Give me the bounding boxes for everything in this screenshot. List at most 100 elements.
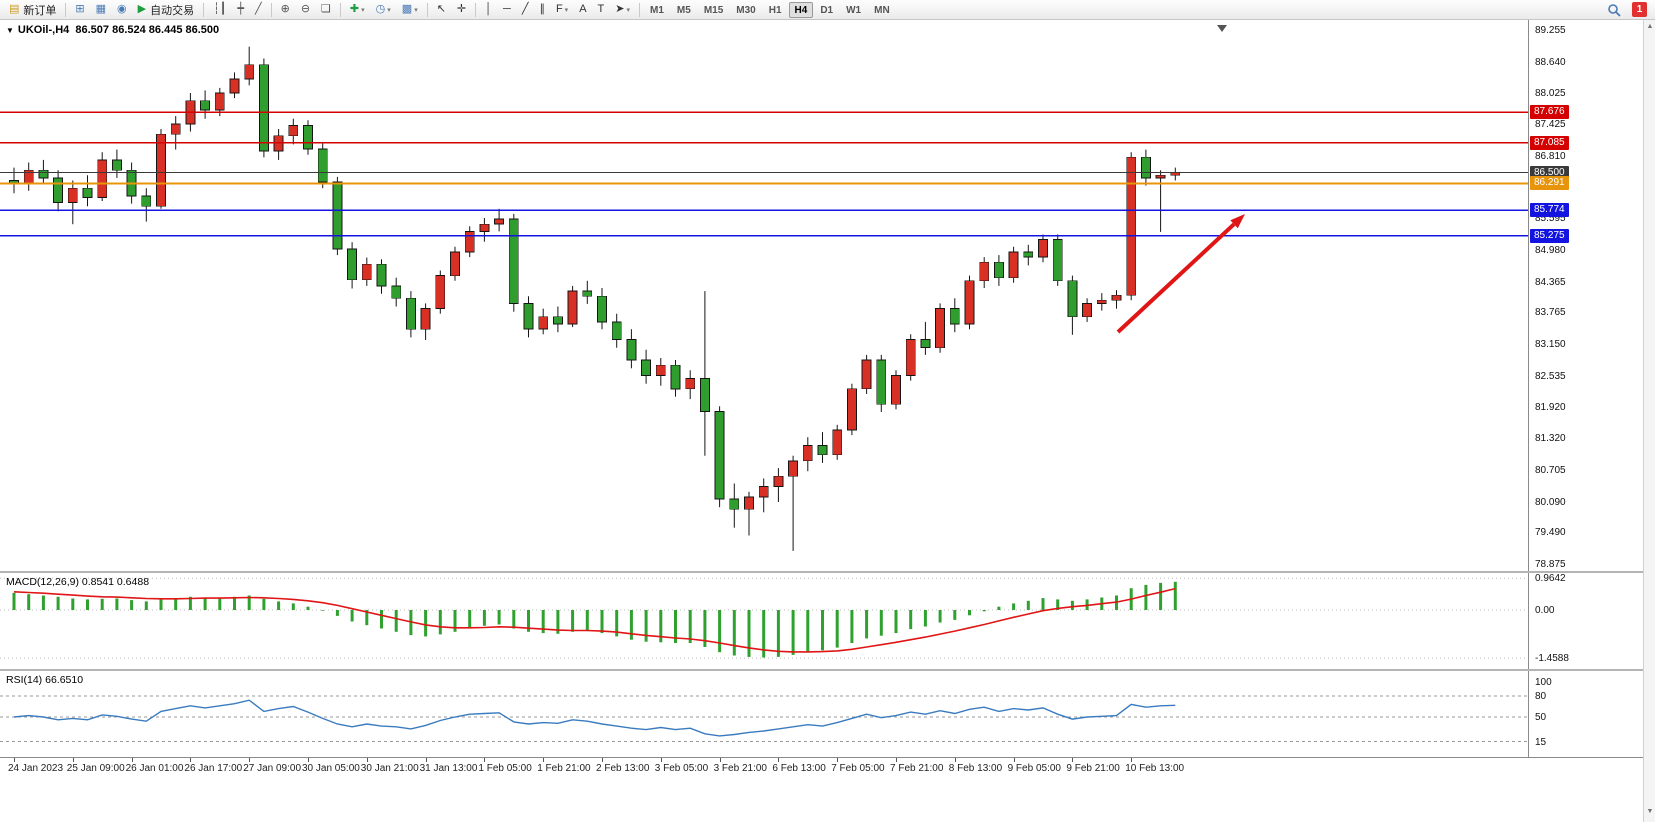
channel-button[interactable]: ∥ (534, 1, 550, 18)
time-label: 25 Jan 09:00 (66, 763, 125, 774)
search-icon (1608, 3, 1621, 17)
market-watch-button[interactable]: ◉ (112, 1, 132, 18)
text-button[interactable]: A (574, 1, 591, 18)
time-tick (366, 758, 368, 762)
support-line-2-tag: 85.275 (1530, 228, 1569, 243)
time-label: 10 Feb 13:00 (1125, 763, 1185, 774)
timeframe-MN[interactable]: MN (874, 4, 890, 16)
new-chart-button[interactable]: ⊞ (70, 1, 89, 18)
notification-badge[interactable]: 1 (1632, 2, 1647, 17)
macd-scale-tick: 0.9642 (1535, 573, 1566, 585)
dropdown-caret-icon[interactable]: ▾ (414, 6, 418, 14)
cursor-button[interactable]: ↖ (432, 1, 451, 18)
profiles-button[interactable]: ▦ (91, 1, 111, 18)
time-label: 2 Feb 13:00 (596, 763, 650, 774)
macd-canvas[interactable] (0, 573, 1528, 669)
scroll-up-icon[interactable]: ▲ (1646, 23, 1654, 30)
candle (626, 338, 637, 361)
timeframe-M15[interactable]: M15 (703, 4, 724, 16)
toolbar-separator (639, 2, 640, 17)
indicators-icon: ✚ (349, 3, 360, 15)
candle (1052, 239, 1063, 282)
candle (670, 364, 681, 390)
price-tick: 88.025 (1535, 88, 1566, 100)
zoom-out-button[interactable]: ⊖ (296, 1, 315, 18)
indicators-button[interactable]: ✚ ▾ (345, 1, 370, 18)
timeframe-D1[interactable]: D1 (820, 4, 834, 16)
rsi-canvas[interactable] (0, 671, 1528, 757)
crosshair-icon: ✛ (456, 3, 467, 15)
periods-button[interactable]: ◷ ▾ (371, 1, 396, 18)
dropdown-caret-icon[interactable]: ▾ (564, 6, 569, 14)
candle (141, 195, 152, 207)
candle (1111, 294, 1122, 301)
candle (82, 187, 93, 198)
candle (67, 187, 78, 203)
crosshair-button[interactable]: ✛ (452, 1, 471, 18)
line-chart-icon: ╱ (254, 3, 262, 15)
resistance-line-2-tag: 87.085 (1530, 135, 1569, 150)
candle (788, 460, 798, 477)
rsi-scale-tick: 15 (1535, 736, 1547, 748)
search-button[interactable] (1602, 1, 1626, 18)
timeframe-M30[interactable]: M30 (736, 4, 756, 16)
time-label: 26 Jan 01:00 (125, 763, 184, 774)
candle (847, 388, 857, 431)
line-chart-button[interactable]: ╱ (250, 1, 267, 18)
chart-shift-marker-icon[interactable] (1217, 25, 1227, 32)
dropdown-caret-icon[interactable]: ▾ (361, 6, 365, 14)
vertical-line-button[interactable]: │ (480, 1, 497, 18)
timeframe-H4[interactable]: H4 (788, 1, 814, 18)
candle (97, 159, 108, 198)
time-tick (896, 758, 897, 762)
toolbar-separator (65, 2, 67, 17)
time-label: 31 Jan 13:00 (419, 763, 478, 774)
templates-button[interactable]: ▩ ▾ (397, 1, 423, 18)
candle (758, 486, 769, 498)
fibonacci-button[interactable]: F ▾ (551, 1, 573, 18)
trend-arrow[interactable] (1116, 222, 1236, 334)
candlestick-chart-button[interactable]: ┿ (232, 1, 249, 18)
horizontal-line-button[interactable]: ─ (498, 1, 516, 18)
timeframe-W1[interactable]: W1 (846, 4, 862, 16)
timeframe-M1[interactable]: M1 (650, 4, 664, 16)
autotrade-button[interactable]: ▶ 自动交易 (133, 1, 199, 18)
bar-chart-button[interactable]: ┆┃ (208, 1, 231, 18)
rsi-panel-splitter[interactable] (0, 669, 1643, 671)
dropdown-caret-icon[interactable]: ▾ (387, 6, 391, 14)
trendline-button[interactable]: ╱ (517, 1, 534, 18)
macd-panel-splitter[interactable] (0, 571, 1643, 573)
fibonacci-icon: F (555, 3, 563, 15)
toolbar-separator (339, 2, 341, 17)
timeframe-M5[interactable]: M5 (676, 4, 691, 16)
candle (949, 308, 960, 325)
price-tick: 86.810 (1535, 150, 1566, 162)
one-click-trading-toggle-icon[interactable]: ▼ (6, 26, 14, 35)
new-order-button-label: 新订单 (23, 4, 57, 17)
zoom-in-button[interactable]: ⊕ (276, 1, 295, 18)
new-order-button[interactable]: ▤ 新订单 (4, 1, 61, 18)
price-scale[interactable]: 89.25588.64088.02587.42586.81086.19585.5… (1528, 20, 1643, 757)
price-tick: 84.980 (1535, 244, 1566, 256)
candle (597, 295, 607, 323)
time-scale[interactable]: 24 Jan 2023 25 Jan 09:00 26 Jan 01:00 26 Ja… (0, 757, 1643, 779)
macd-signal-line (13, 587, 1176, 653)
price-tick: 87.425 (1535, 119, 1566, 131)
label-icon: T (597, 3, 605, 15)
time-label: 1 Feb 05:00 (478, 763, 532, 774)
candle (288, 125, 299, 137)
time-label: 7 Feb 05:00 (831, 763, 885, 774)
dropdown-caret-icon[interactable]: ▾ (626, 6, 630, 14)
timeframe-H1[interactable]: H1 (768, 4, 782, 16)
price-chart-canvas[interactable] (0, 20, 1528, 571)
arrows-button[interactable]: ➤ ▾ (610, 1, 635, 18)
label-button[interactable]: T (593, 1, 610, 18)
scroll-down-icon[interactable]: ▼ (1646, 808, 1654, 815)
tile-windows-button[interactable]: ❏ (316, 1, 336, 18)
candle (538, 316, 549, 330)
candle (494, 218, 505, 225)
right-scrollbar[interactable]: ▲ ▼ (1643, 20, 1655, 822)
time-tick (660, 758, 662, 762)
candle (420, 308, 431, 330)
candle (1023, 251, 1034, 258)
